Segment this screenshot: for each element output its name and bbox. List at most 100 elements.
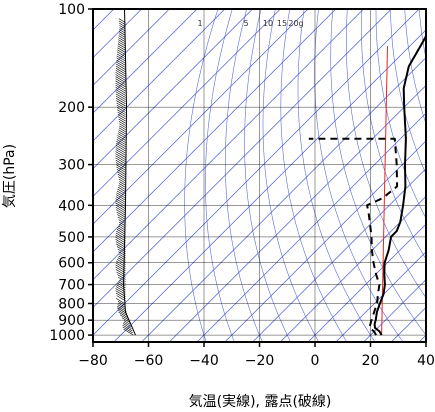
- isotherm-line: [280, 195, 426, 342]
- mixing-ratio-label: 20g: [288, 19, 303, 28]
- wind-barb: [116, 55, 126, 62]
- wind-barb: [117, 45, 126, 51]
- wind-barb: [117, 282, 126, 289]
- wind-barb: [116, 284, 126, 291]
- wind-barb: [119, 125, 126, 130]
- wind-barb: [118, 183, 126, 188]
- wind-barb: [117, 248, 126, 255]
- wind-barb: [116, 51, 126, 58]
- wind-barb: [118, 131, 126, 137]
- wind-barb: [116, 166, 126, 173]
- wind-barb: [115, 290, 126, 297]
- x-tick-label: 0: [311, 353, 320, 369]
- wind-barb: [115, 202, 126, 210]
- wind-barb: [121, 317, 130, 323]
- wind-barb: [115, 262, 126, 269]
- wind-barb: [115, 159, 126, 167]
- wind-barb: [118, 37, 126, 43]
- dry-adiabat-line: [346, 9, 426, 299]
- wind-barb: [116, 137, 126, 143]
- x-tick-label: 20: [362, 353, 380, 369]
- wind-barb: [118, 35, 126, 40]
- wind-barb: [115, 63, 126, 70]
- wind-barb: [115, 198, 126, 205]
- wind-barb: [115, 194, 126, 201]
- wind-barb: [116, 104, 126, 111]
- wind-barb: [123, 320, 131, 325]
- wind-barb: [118, 20, 126, 25]
- wind-barbs: [115, 9, 136, 336]
- wind-barb: [118, 223, 126, 229]
- y-tick-label: 200: [58, 100, 85, 116]
- wind-barb: [117, 188, 126, 195]
- isotherm-line: [196, 112, 426, 342]
- dry-adiabat-line: [297, 9, 376, 342]
- wind-barb: [119, 29, 126, 34]
- wind-barb: [122, 324, 133, 332]
- wind-barb: [119, 123, 126, 128]
- wind-barb: [118, 118, 126, 124]
- wind-barb: [115, 236, 126, 244]
- temperature-line: [373, 33, 426, 336]
- wind-barb: [115, 67, 126, 75]
- wind-barb: [116, 192, 126, 199]
- wind-barb: [118, 251, 126, 257]
- wind-barb: [119, 25, 126, 30]
- wind-barb: [116, 98, 126, 105]
- wind-barb: [117, 43, 126, 49]
- temperature-grid: [93, 9, 426, 342]
- wind-barb: [116, 53, 126, 60]
- x-tick-label: −80: [78, 353, 108, 369]
- dry-adiabat-line: [360, 9, 426, 260]
- wind-barb: [115, 72, 126, 79]
- isotherm-line: [93, 9, 364, 281]
- x-tick-label: 40: [417, 353, 435, 369]
- wind-barb: [119, 22, 126, 28]
- wind-barb: [115, 70, 126, 77]
- dry-adiabat-line: [184, 9, 219, 342]
- y-tick-label: 800: [58, 296, 85, 312]
- x-tick-label: −20: [245, 353, 275, 369]
- y-tick-label: 600: [58, 256, 85, 272]
- wind-barb: [115, 84, 126, 92]
- isotherm-line: [169, 84, 426, 342]
- wind-barb-staff: [123, 9, 136, 336]
- wind-barb: [115, 95, 126, 103]
- sounding-series: [308, 33, 426, 336]
- wind-barb: [115, 207, 126, 214]
- wind-barb: [119, 181, 126, 186]
- y-axis-label: 気圧(hPa): [2, 144, 18, 208]
- wind-barb: [115, 153, 126, 160]
- wind-barb: [115, 266, 126, 274]
- isotherm-line: [363, 279, 426, 342]
- wind-barb: [115, 241, 126, 248]
- wind-barb: [117, 111, 126, 118]
- wind-barb: [119, 254, 126, 259]
- x-tick-label: −60: [134, 353, 164, 369]
- wind-barb: [117, 309, 128, 317]
- wind-barb: [116, 190, 126, 197]
- isotherm-line: [113, 29, 426, 342]
- wind-barb: [117, 41, 126, 47]
- x-tick-label: −40: [189, 353, 219, 369]
- wind-barb: [115, 286, 126, 293]
- wind-barb: [116, 107, 126, 113]
- wind-barb: [115, 196, 126, 203]
- wind-barb: [117, 227, 126, 233]
- wind-barb: [119, 314, 130, 321]
- wind-barb: [115, 234, 126, 242]
- isotherm-line: [93, 9, 253, 170]
- dry-adiabat-line: [244, 9, 291, 342]
- wind-barb: [115, 155, 126, 162]
- wind-barb: [117, 216, 126, 222]
- wind-barb: [115, 238, 126, 246]
- y-tick-label: 900: [58, 313, 85, 329]
- wind-barb: [118, 127, 126, 133]
- wind-barb: [119, 279, 126, 284]
- y-tick-label: 500: [58, 230, 85, 246]
- wind-barb: [116, 260, 126, 267]
- wind-barb: [118, 281, 126, 287]
- wind-barb: [116, 61, 126, 68]
- wind-barb: [115, 89, 126, 96]
